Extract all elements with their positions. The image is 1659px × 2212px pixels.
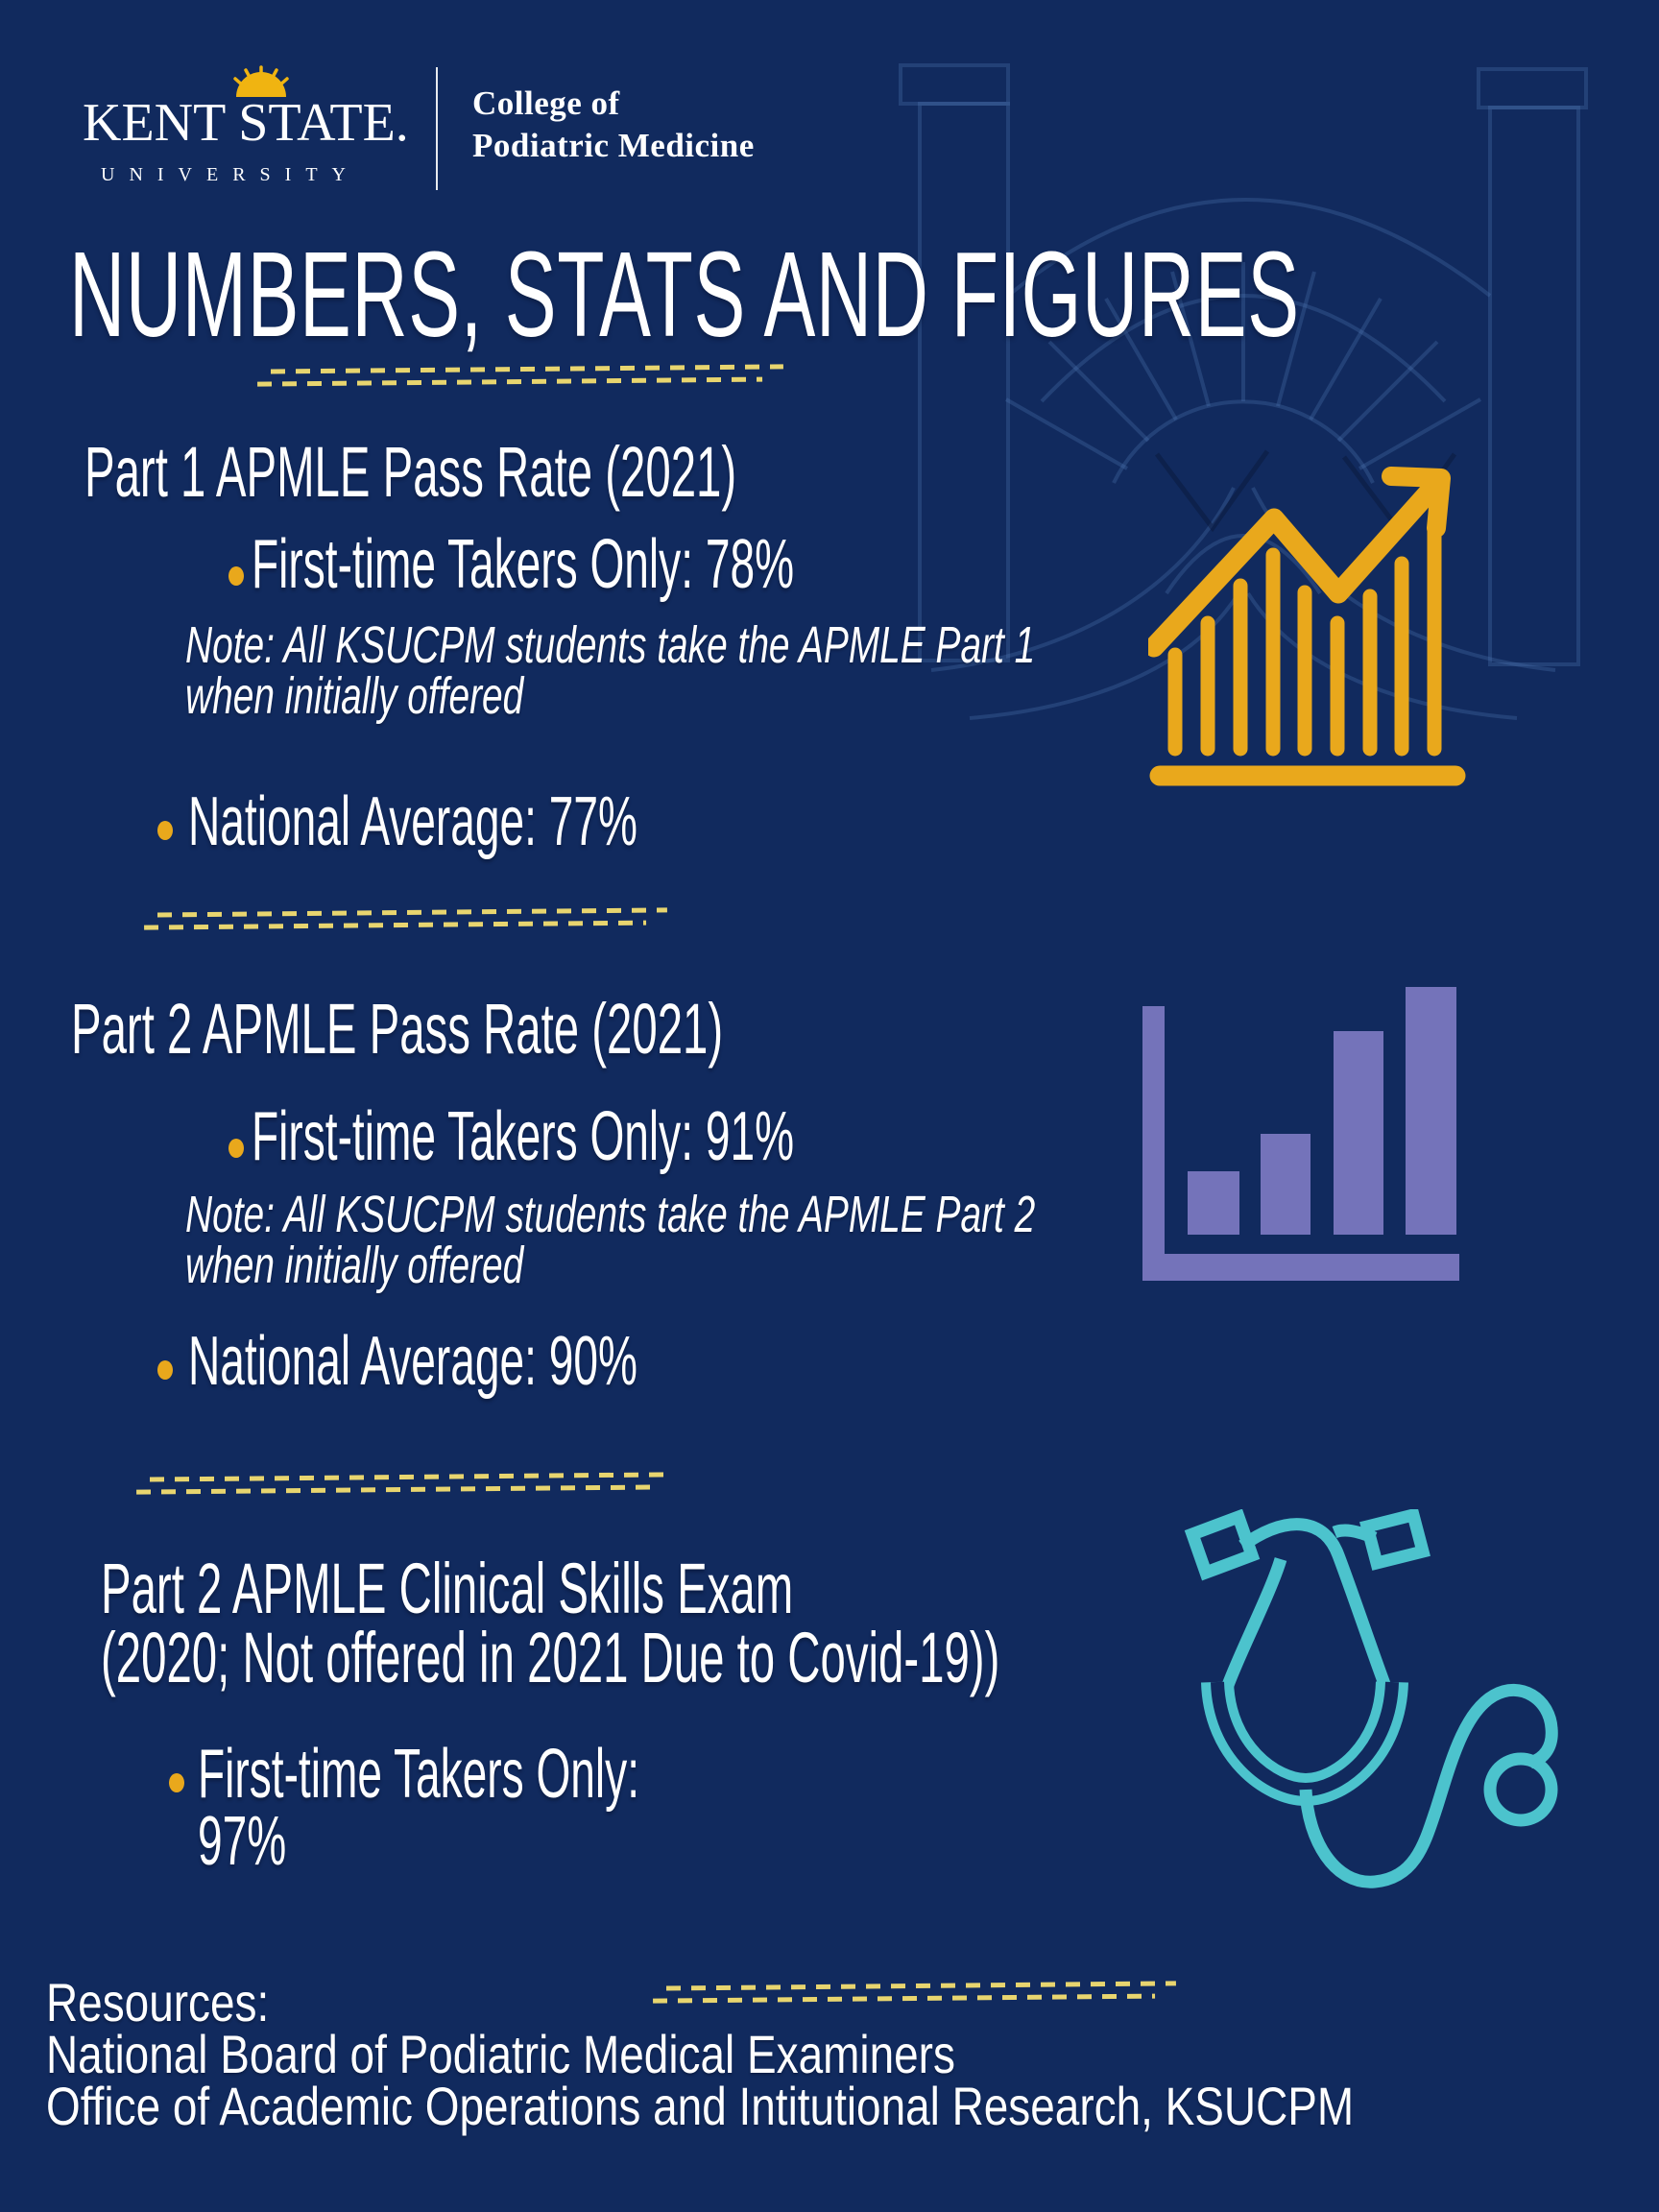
section3-heading-line1: Part 2 APMLE Clinical Skills Exam [101, 1549, 794, 1628]
sun-icon [233, 65, 289, 97]
divider-dashed-3 [136, 1472, 671, 1495]
logo-divider [436, 67, 438, 190]
bar-chart-icon [1142, 987, 1459, 1281]
divider-dashed-4 [653, 1981, 1176, 2004]
dash-row [653, 1993, 1156, 2004]
college-line2: Podiatric Medicine [472, 127, 755, 164]
dash-row [136, 1484, 651, 1495]
bullet-dot [228, 566, 244, 586]
dash-row [257, 376, 763, 387]
section2-bullet2: National Average: 90% [188, 1323, 637, 1400]
bullet-dot [228, 1139, 244, 1158]
section2-note-line2: when initially offered [185, 1237, 524, 1294]
section2-heading: Part 2 APMLE Pass Rate (2021) [71, 989, 724, 1069]
section1-note-line2: when initially offered [185, 667, 524, 725]
section1-bullet2: National Average: 77% [188, 783, 637, 860]
trending-bar-chart-icon [1148, 467, 1466, 786]
dash-row [144, 920, 647, 930]
section2-bullet1: First-time Takers Only: 91% [252, 1098, 795, 1175]
section3-bullet-line1: First-time Takers Only: [198, 1736, 640, 1813]
header: KENT STATE. UNIVERSITY College of Podiat… [0, 0, 1659, 211]
bullet-dot [157, 821, 173, 840]
bullet-dot [157, 1360, 173, 1380]
college-name: College of Podiatric Medicine [472, 83, 755, 167]
section1-heading: Part 1 APMLE Pass Rate (2021) [84, 432, 737, 512]
section3-heading-line2: (2020; Not offered in 2021 Due to Covid-… [101, 1618, 1000, 1697]
footer-resource-2: Office of Academic Operations and Intitu… [46, 2076, 1355, 2136]
section1-note-line1: Note: All KSUCPM students take the APMLE… [185, 616, 1036, 674]
college-line1: College of [472, 84, 620, 122]
divider-dashed-1 [257, 364, 783, 387]
stethoscope-icon [1184, 1509, 1558, 1888]
page-title: NUMBERS, STATS AND FIGURES [69, 227, 1300, 362]
dash-row [270, 364, 783, 374]
arch-watermark [899, 63, 1588, 720]
divider-dashed-2 [144, 907, 667, 930]
section3-bullet-line2: 97% [198, 1803, 287, 1880]
bullet-dot [169, 1773, 184, 1792]
section1-bullet1: First-time Takers Only: 78% [252, 526, 795, 603]
logo-wordmark: KENT STATE. [83, 93, 409, 153]
logo-subtext: UNIVERSITY [101, 164, 360, 185]
footer-resource-1: National Board of Podiatric Medical Exam… [46, 2024, 955, 2084]
dash-row [665, 1981, 1176, 1991]
dash-row [156, 907, 667, 918]
footer-resources-label: Resources: [46, 1972, 270, 2032]
section2-note-line1: Note: All KSUCPM students take the APMLE… [185, 1186, 1036, 1243]
dash-row [149, 1472, 671, 1482]
